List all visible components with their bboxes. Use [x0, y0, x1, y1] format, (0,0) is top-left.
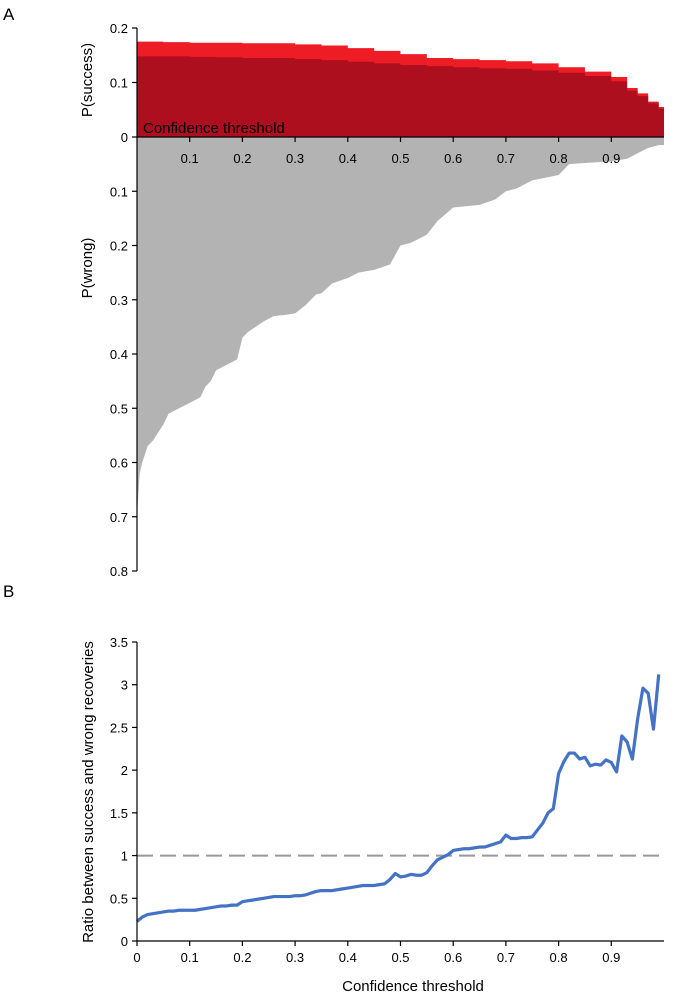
panel-a-x-tick-label: 0.3	[286, 151, 304, 166]
panel-b-y-tick-label: 2.5	[110, 720, 128, 735]
panel-a-lower-y-tick-label: 0.5	[110, 401, 128, 416]
panel-b-x-tick-label: 0.7	[497, 950, 515, 965]
panel-a-letter: A	[3, 5, 15, 24]
wrong-area	[137, 137, 664, 517]
panel-a-lower-y-tick-label: 0.2	[110, 239, 128, 254]
panel-a-lower-y-tick-label: 0.8	[110, 564, 128, 579]
panel-b-axes: 0 0.1 0.2 0.3 0.4 0.5 0.6 0.7 0.8 0.9 0 0.5 1 1.5 2 2.5…	[110, 635, 664, 965]
panel-b-x-tick-label: 0.6	[444, 950, 462, 965]
panel-a-lower-y-tick-label: 0.6	[110, 456, 128, 471]
panel-a-x-tick-label: 0.7	[497, 151, 515, 166]
success-area-1	[137, 56, 664, 138]
panel-a-lower-y-tick-label: 0.4	[110, 347, 128, 362]
panel-b-x-tick-label: 0.5	[391, 950, 409, 965]
panel-b-x-tick-label: 0.3	[286, 950, 304, 965]
panel-a-x-tick-label: 0.6	[444, 151, 462, 166]
panel-a-upper-y-axis-title: P(success)	[79, 43, 96, 117]
panel-a-axes: 0.1 0.2 0.3 0.4 0.5 0.6 0.7 0.8 0.9 0 0.1 0.2 0.1 0.2…	[110, 21, 664, 579]
panel-b-x-tick-label: 0	[133, 950, 140, 965]
panel-a-upper-y-tick-label: 0.2	[110, 21, 128, 36]
panel-b: B 0 0.1 0.2 0.3 0.4 0.5 0.6 0.7 0.8 0.9 0 0.5 1 1.5 2 2…	[3, 582, 664, 995]
panel-b-x-axis-title: Confidence threshold	[342, 978, 484, 995]
panel-b-letter: B	[3, 582, 14, 601]
panel-b-y-tick-label: 3	[121, 678, 128, 693]
panel-b-series	[135, 674, 661, 923]
panel-b-y-tick-label: 3.5	[110, 635, 128, 650]
panel-b-y-tick-label: 1	[121, 849, 128, 864]
panel-b-y-axis-title: Ratio between success and wrong recoveri…	[80, 641, 97, 943]
panel-b-y-tick-label: 0	[121, 934, 128, 949]
panel-a-lower-y-axis-title: P(wrong)	[79, 238, 96, 299]
panel-b-x-tick-label: 0.8	[550, 950, 568, 965]
panel-b-y-tick-label: 0.5	[110, 891, 128, 906]
panel-a-lower-y-tick-label: 0.3	[110, 293, 128, 308]
panel-b-x-tick-label: 0.9	[602, 950, 620, 965]
panel-a-x-tick-label: 0.4	[339, 151, 357, 166]
panel-b-x-tick-label: 0.4	[339, 950, 357, 965]
panel-a-x-tick-label: 0.9	[602, 151, 620, 166]
panel-a-upper-y-tick-label: 0.1	[110, 76, 128, 91]
panel-a-lower-y-tick-label: 0.7	[110, 510, 128, 525]
panel-a-x-tick-label: 0.8	[550, 151, 568, 166]
panel-a: A 0.1 0.2 0.3 0.4 0.5 0.6 0.7 0.8 0.900.10.20.10…	[3, 5, 664, 579]
panel-b-y-tick-label: 1.5	[110, 806, 128, 821]
panel-b-y-tick-label: 2	[121, 763, 128, 778]
panel-a-x-tick-label: 0.2	[233, 151, 251, 166]
ratio-series-line-0	[135, 674, 661, 923]
panel-b-x-tick-label: 0.1	[181, 950, 199, 965]
panel-b-x-tick-label: 0.2	[233, 950, 251, 965]
panel-a-areas	[137, 41, 664, 517]
panel-a-x-axis-title: Confidence threshold	[143, 120, 285, 137]
panel-a-lower-y-tick-label: 0.1	[110, 184, 128, 199]
panel-a-upper-y-tick-label: 0	[121, 130, 128, 145]
panel-a-x-tick-label: 0.5	[391, 151, 409, 166]
panel-a-x-tick-label: 0.1	[181, 151, 199, 166]
